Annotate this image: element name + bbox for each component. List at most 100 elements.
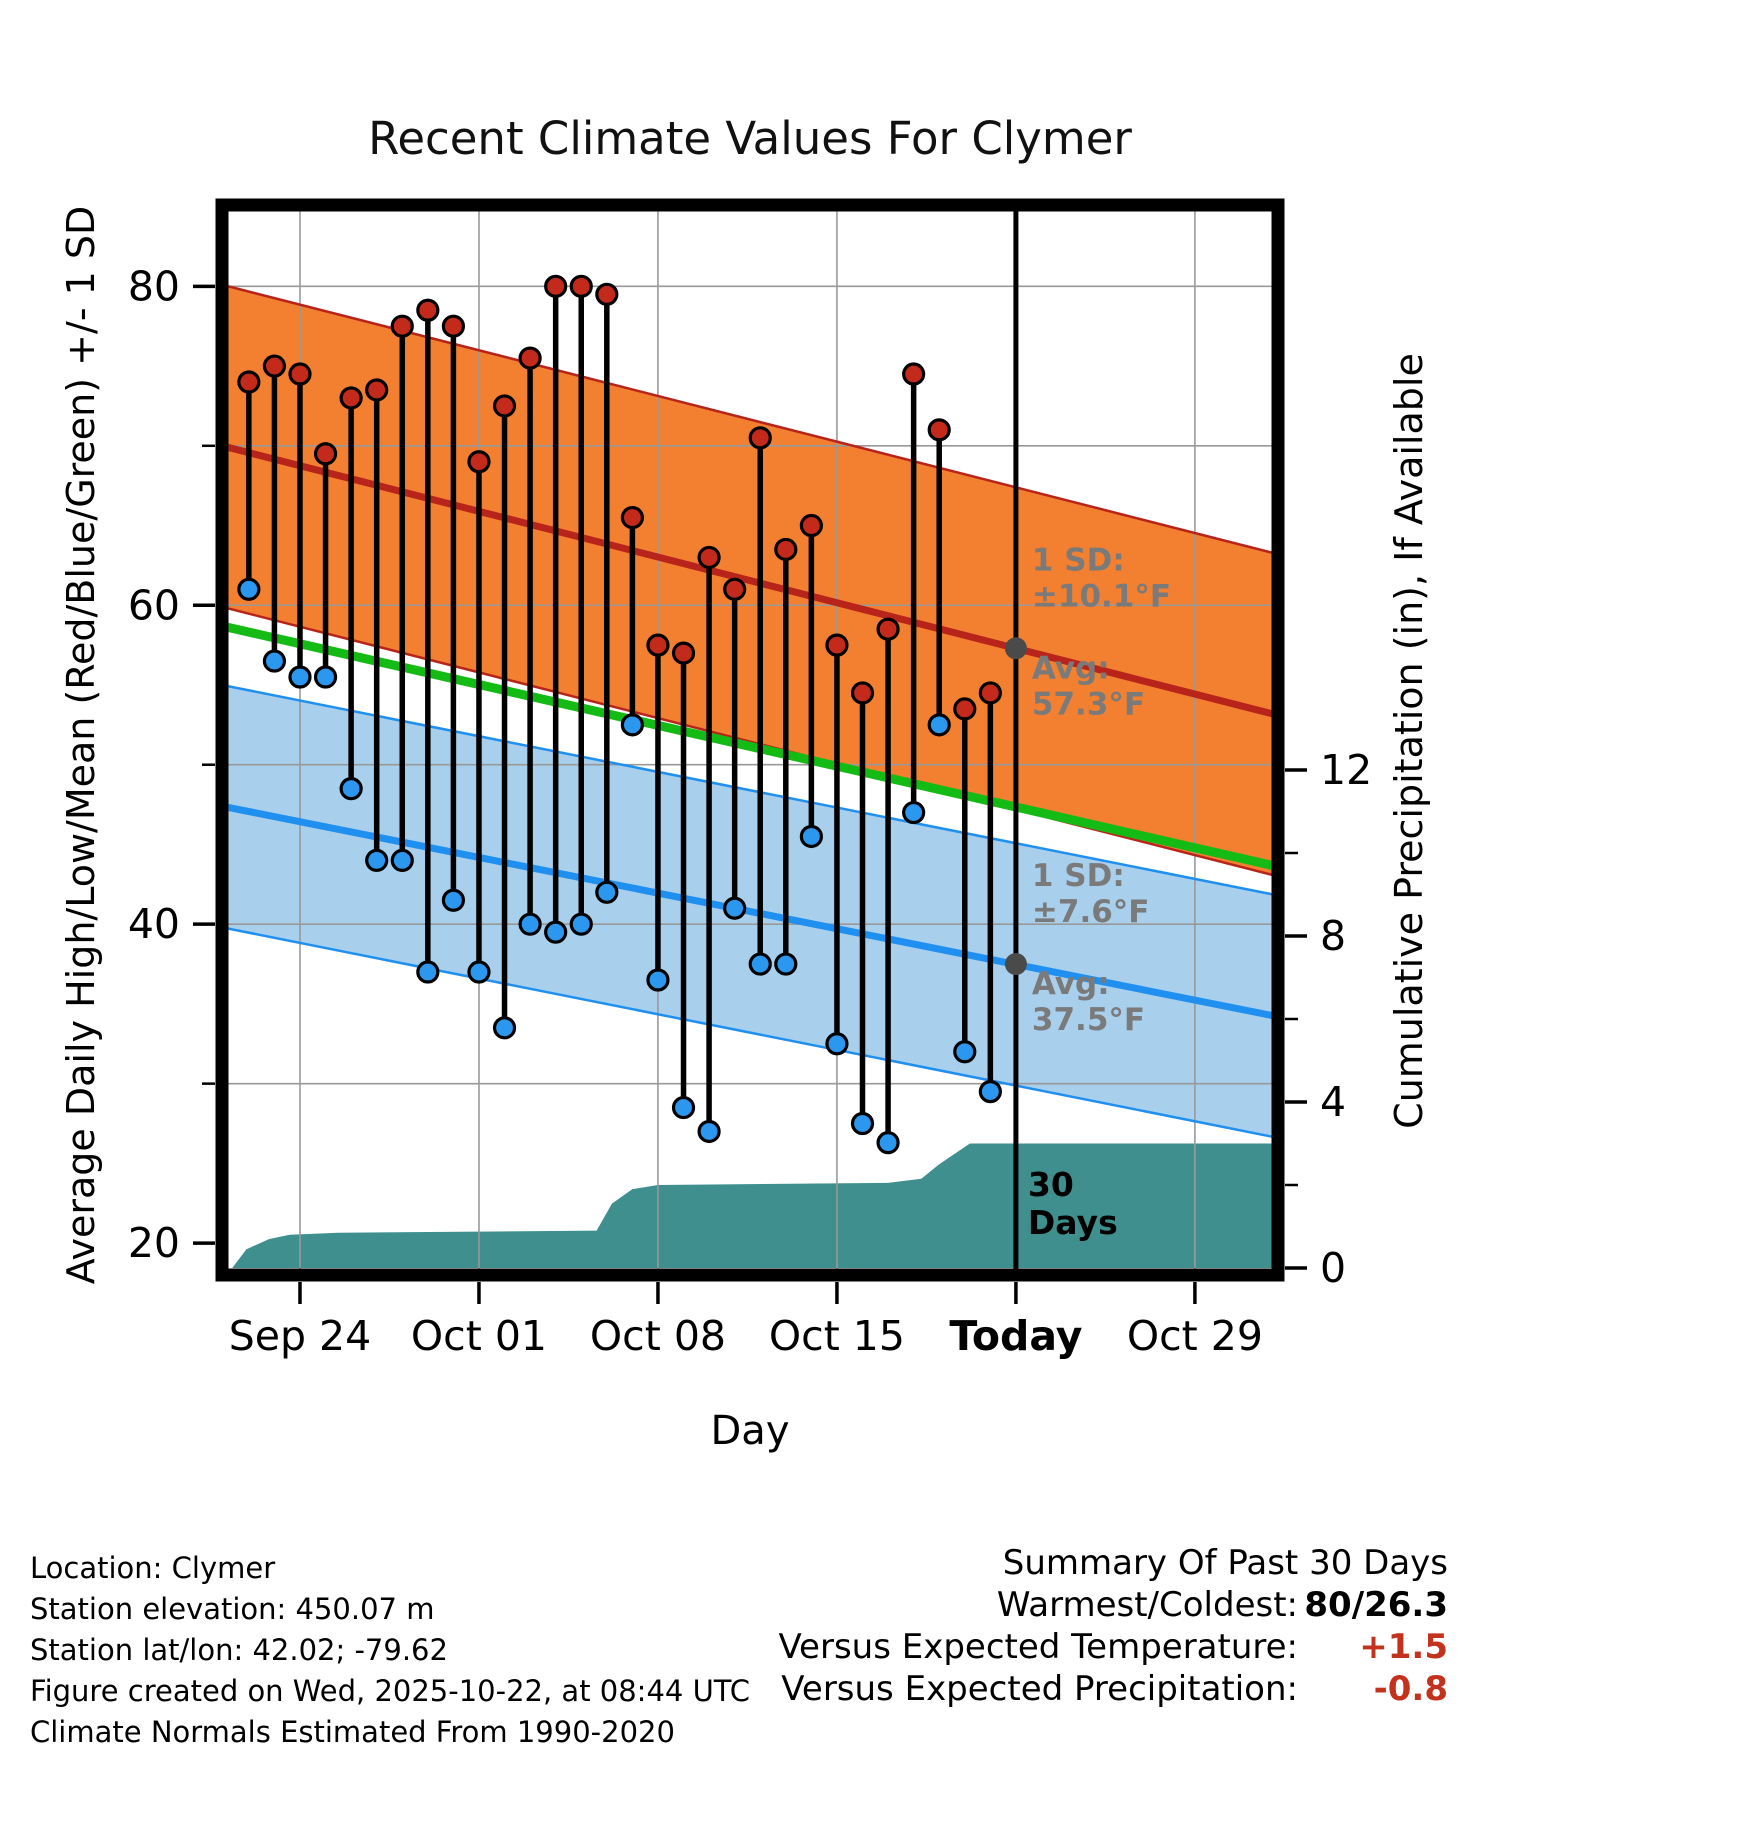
- high-band-lower-edge: [222, 605, 1278, 878]
- daily-low-marker: [237, 577, 261, 601]
- daily-high-marker: [850, 681, 875, 705]
- daily-high-marker: [978, 681, 1002, 705]
- summary-row-value: +1.5: [1359, 1627, 1448, 1667]
- summary-row-warmest-coldest: Warmest/Coldest: 80/26.3: [688, 1584, 1448, 1626]
- daily-high-marker: [288, 362, 312, 386]
- daily-high-marker: [416, 298, 440, 322]
- summary-row-value: -0.8: [1373, 1669, 1448, 1709]
- daily-low-marker: [313, 665, 338, 689]
- daily-low-marker: [569, 912, 593, 936]
- high-avg-dot: [1004, 637, 1027, 660]
- y-right-tick-label: 12: [1320, 746, 1372, 794]
- daily-low-marker: [978, 1080, 1002, 1104]
- daily-low-marker: [492, 1016, 517, 1040]
- x-tick-label-oct-15: Oct 15: [769, 1312, 905, 1360]
- daily-high-marker: [697, 545, 721, 570]
- summary-title: Summary Of Past 30 Days: [1002, 1543, 1448, 1583]
- high-sd-annotation: ±10.1°F: [1032, 578, 1171, 614]
- figure-created: Figure created on Wed, 2025-10-22, at 08…: [30, 1674, 751, 1708]
- y-left-tick-label: 80: [128, 262, 180, 310]
- y-left-tick-label: 20: [128, 1219, 180, 1267]
- daily-high-marker: [723, 577, 747, 601]
- summary-row-vs-temperature: Versus Expected Temperature: +1.5: [688, 1626, 1448, 1668]
- daily-low-marker: [825, 1032, 849, 1056]
- daily-low-marker: [748, 952, 772, 976]
- daily-high-marker: [365, 378, 389, 402]
- daily-high-marker: [927, 418, 951, 442]
- today-days-label: Days: [1028, 1203, 1118, 1242]
- daily-low-marker: [441, 888, 465, 912]
- daily-low-marker: [902, 800, 926, 825]
- high-sd-annotation: 57.3°F: [1032, 686, 1145, 722]
- daily-high-marker: [748, 426, 772, 450]
- summary-row-label: Versus Expected Precipitation:: [781, 1669, 1298, 1709]
- x-axis-label: Day: [710, 1408, 790, 1454]
- daily-low-marker: [262, 649, 287, 673]
- y-right-tick-label: 4: [1320, 1078, 1346, 1126]
- x-tick-label-oct-29: Oct 29: [1127, 1312, 1263, 1360]
- y-left-tick-label: 40: [128, 900, 180, 948]
- summary-panel: Summary Of Past 30 Days Warmest/Coldest:…: [688, 1542, 1448, 1710]
- daily-high-marker: [313, 442, 338, 466]
- daily-low-marker: [697, 1119, 721, 1144]
- daily-high-marker: [390, 314, 414, 338]
- daily-low-marker: [518, 912, 542, 936]
- daily-high-marker: [339, 386, 363, 410]
- daily-high-marker: [518, 346, 542, 370]
- daily-high-marker: [953, 697, 977, 721]
- daily-high-marker: [569, 274, 593, 298]
- summary-row-label: Versus Expected Temperature:: [778, 1627, 1298, 1667]
- station-latlon: Station lat/lon: 42.02; -79.62: [30, 1633, 448, 1667]
- low-band-lower-edge: [222, 926, 1278, 1140]
- station-info-block: Location: Clymer Station elevation: 450.…: [30, 1548, 750, 1753]
- daily-low-marker: [850, 1111, 875, 1136]
- chart-title: Recent Climate Values For Clymer: [368, 112, 1132, 165]
- low-avg-dot: [1004, 953, 1027, 976]
- daily-low-marker: [288, 665, 312, 689]
- low-sd-annotation: ±7.6°F: [1032, 894, 1150, 930]
- daily-low-marker: [927, 713, 951, 737]
- x-tick-label-oct-01: Oct 01: [411, 1312, 547, 1360]
- climate-normals-note: Climate Normals Estimated From 1990-2020: [30, 1715, 675, 1749]
- station-elevation: Station elevation: 450.07 m: [30, 1592, 435, 1626]
- daily-high-marker: [774, 537, 798, 562]
- daily-high-marker: [671, 641, 696, 665]
- y-left-tick-label: 60: [128, 581, 180, 629]
- daily-high-marker: [646, 633, 670, 657]
- today-days-label: 30: [1028, 1165, 1074, 1204]
- high-sd-annotation: 1 SD:: [1032, 542, 1125, 578]
- daily-low-marker: [467, 960, 491, 984]
- y-right-tick-label: 8: [1320, 912, 1346, 960]
- daily-high-marker: [441, 314, 465, 338]
- daily-low-marker: [646, 968, 670, 992]
- x-tick-label-sep-24: Sep 24: [229, 1312, 371, 1360]
- station-location: Location: Clymer: [30, 1551, 276, 1585]
- daily-low-marker: [876, 1131, 900, 1155]
- daily-high-marker: [237, 370, 261, 394]
- daily-low-marker: [416, 960, 440, 984]
- daily-low-marker: [390, 848, 414, 872]
- daily-low-marker: [620, 713, 644, 737]
- precip-area: [232, 1143, 1278, 1268]
- low-mean-line: [222, 802, 1278, 1021]
- daily-low-marker: [595, 880, 619, 904]
- daily-high-marker: [544, 274, 568, 298]
- daily-high-marker: [595, 282, 619, 306]
- daily-low-marker: [774, 952, 798, 976]
- y-right-tick-label: 0: [1320, 1244, 1346, 1292]
- summary-row-label: Warmest/Coldest:: [996, 1585, 1298, 1625]
- daily-low-marker: [365, 848, 389, 872]
- daily-low-marker: [339, 777, 363, 801]
- mean-temperature-line: [222, 621, 1278, 872]
- low-sd-annotation: 1 SD:: [1032, 858, 1125, 894]
- daily-low-marker: [953, 1040, 977, 1064]
- daily-high-marker: [825, 633, 849, 657]
- high-sd-annotation: Avg:: [1032, 650, 1110, 686]
- daily-high-marker: [902, 362, 926, 386]
- daily-high-marker: [492, 394, 517, 418]
- daily-high-marker: [799, 513, 823, 538]
- daily-high-marker: [467, 450, 491, 474]
- summary-row-value: 80/26.3: [1304, 1585, 1448, 1625]
